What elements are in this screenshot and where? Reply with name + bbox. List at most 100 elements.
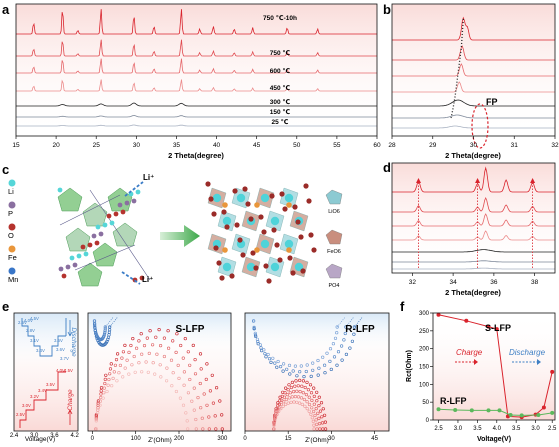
transformation-arrow — [160, 225, 200, 247]
impedance-point — [130, 363, 134, 367]
impedance-point — [135, 346, 139, 350]
impedance-point — [253, 331, 257, 336]
li-atom — [260, 239, 270, 249]
impedance-point — [277, 406, 281, 410]
impedance-point — [208, 389, 212, 393]
impedance-point — [321, 427, 325, 431]
x-tick-label: 50 — [293, 142, 301, 149]
rct-point — [436, 407, 441, 412]
impedance-point — [318, 427, 322, 431]
xrd-series-line — [16, 39, 377, 57]
impedance-point — [263, 352, 267, 356]
impedance-point — [348, 346, 352, 350]
atom-legend-dot — [8, 267, 16, 275]
impedance-point — [281, 369, 285, 373]
impedance-point — [96, 401, 100, 405]
impedance-point — [305, 400, 309, 404]
impedance-point — [350, 339, 355, 343]
discharge-step-line — [21, 318, 66, 357]
impedance-point — [313, 413, 317, 418]
atom — [94, 240, 100, 246]
impedance-point — [264, 355, 268, 359]
discharge-voltage-label: 4.5V — [30, 316, 39, 321]
impedance-point — [290, 395, 294, 399]
charge-step-line — [19, 371, 66, 428]
impedance-point — [309, 374, 313, 379]
temperature-label: 450 ℃ — [270, 84, 291, 92]
impedance-point — [308, 383, 313, 387]
o-atom — [271, 227, 277, 233]
impedance-point — [131, 337, 135, 341]
o-atom — [208, 196, 214, 202]
impedance-point — [198, 352, 203, 356]
fp-annotation: FP — [486, 97, 498, 107]
impedance-point — [317, 366, 321, 370]
rct-point — [453, 408, 458, 412]
impedance-point — [312, 394, 316, 399]
li-atom — [294, 262, 304, 272]
impedance-point — [305, 363, 309, 367]
li-atom — [284, 193, 294, 203]
impedance-point — [192, 386, 196, 390]
impedance-point — [311, 419, 315, 424]
impedance-point — [184, 411, 188, 415]
impedance-point — [299, 396, 304, 400]
rct-point — [519, 413, 524, 418]
impedance-point — [155, 352, 159, 356]
impedance-point — [315, 390, 319, 394]
impedance-point — [328, 347, 333, 351]
impedance-point — [335, 325, 339, 329]
li-atom — [236, 193, 246, 203]
charge-voltage-label: 4.5V — [64, 368, 73, 373]
x-tick-label: 45 — [253, 142, 261, 149]
charge-voltage-label: 4.0V — [56, 368, 65, 373]
impedance-point — [312, 427, 316, 431]
bond-line — [74, 244, 136, 271]
impedance-point — [269, 360, 273, 365]
e2-top-background — [88, 313, 231, 353]
e2-xlabel: Z'(Ohm) — [148, 437, 172, 444]
impedance-point — [305, 380, 309, 385]
impedance-point — [258, 343, 262, 347]
atom — [69, 255, 75, 261]
o-atom — [300, 268, 306, 274]
impedance-point — [202, 392, 206, 396]
panel-a-frame — [15, 3, 378, 137]
polyhedron — [112, 222, 138, 247]
impedance-point — [302, 375, 306, 379]
impedance-point — [220, 413, 224, 417]
xrd-series-line — [16, 124, 377, 127]
impedance-point — [178, 396, 182, 400]
impedance-point — [304, 393, 309, 397]
xrd-zoom-line — [392, 267, 555, 270]
e3-xlabel: Z'(Ohm) — [305, 437, 329, 444]
impedance-point — [123, 366, 127, 370]
impedance-point — [127, 372, 131, 376]
f-charge-annotation: Charge — [456, 348, 483, 357]
impedance-point — [309, 391, 314, 395]
impedance-point — [301, 391, 305, 395]
x-tick-label: 15 — [12, 142, 20, 149]
xrd-zoom-line — [392, 213, 555, 227]
impedance-point — [133, 370, 137, 374]
impedance-point — [186, 391, 190, 395]
impedance-point — [194, 417, 198, 422]
atom — [61, 273, 67, 279]
o-atom — [242, 186, 248, 192]
impedance-point — [127, 350, 131, 355]
impedance-point — [298, 370, 302, 374]
impedance-point — [289, 400, 293, 404]
xrd-zoom-line — [392, 249, 555, 253]
impedance-point — [140, 352, 144, 356]
impedance-point — [103, 329, 107, 333]
impedance-point — [288, 391, 292, 395]
x-tick-label: 28 — [388, 142, 396, 149]
panel-a-xlabel: 2 Theta(degree) — [168, 151, 224, 160]
impedance-point — [105, 389, 109, 394]
li-diffusion-arrow-bottom — [121, 271, 141, 285]
atom — [95, 224, 101, 230]
impedance-point — [275, 407, 280, 411]
impedance-point — [335, 331, 339, 335]
x-tick-label: 30 — [328, 436, 335, 442]
impedance-point — [132, 354, 136, 359]
